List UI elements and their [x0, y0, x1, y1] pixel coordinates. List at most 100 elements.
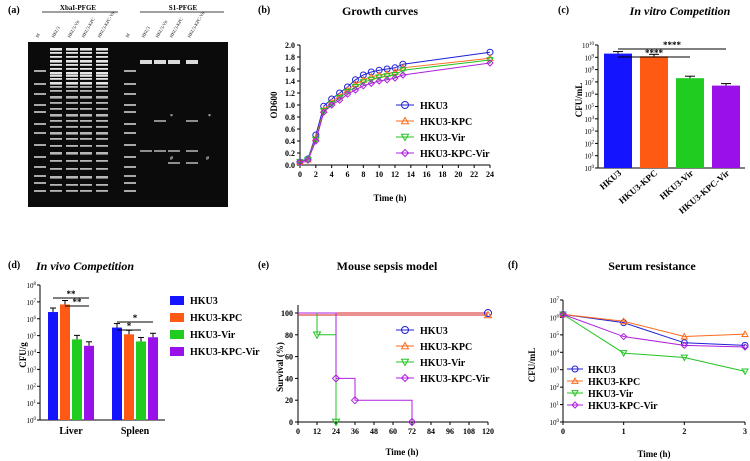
gel-band — [66, 138, 78, 140]
gel-band — [80, 108, 92, 110]
growth-legend-label: HKU3-KPC — [420, 117, 472, 128]
growth-legend-label: HKU3-KPC-Vir — [420, 149, 490, 160]
sepsis-series — [298, 309, 493, 427]
invitro-y-tick-label: 102 — [585, 140, 595, 148]
gel-band — [50, 108, 62, 110]
sepsis-x-tick-label: 60 — [389, 427, 397, 436]
gel-band — [96, 102, 108, 104]
gel-band — [80, 68, 92, 70]
gel-band — [80, 152, 92, 155]
gel-band — [96, 90, 108, 92]
gel-band-marks: * * # # — [170, 114, 211, 162]
growth-point — [375, 74, 384, 82]
invivo-bar — [148, 337, 158, 420]
invivo-y-tick-label: 102 — [27, 383, 37, 391]
invitro-ylabel: CFU/mL — [574, 83, 584, 118]
gel-band — [124, 93, 136, 95]
invitro-category-label: HKU3-KPC — [617, 168, 659, 206]
growth-x-tick-label: 2 — [314, 170, 318, 179]
growth-x-tick-label: 22 — [470, 170, 478, 179]
growth-y-tick-label: 0.6 — [285, 125, 295, 134]
serum-y-tick-label: 100 — [550, 419, 560, 427]
gel-band — [50, 48, 62, 51]
panel-d: (d) In vivo Competition 100 101 102 103 104 1… — [8, 259, 260, 437]
sepsis-y-tick-label: 0 — [289, 418, 293, 427]
serum-series-line — [562, 313, 746, 346]
growth-point — [399, 71, 407, 79]
gel-band — [66, 126, 78, 128]
growth-y-tick-label: 1.8 — [285, 53, 295, 62]
growth-point — [304, 156, 312, 164]
invitro-bar — [604, 53, 632, 168]
growth-x-tick-label: 12 — [391, 170, 399, 179]
serum-x-tick-label: 0 — [561, 427, 565, 436]
invitro-sig-label: **** — [645, 48, 664, 58]
sepsis-series-line — [298, 312, 413, 422]
sepsis-point — [483, 310, 493, 319]
invivo-y-tick-label: 104 — [27, 350, 37, 358]
gel-band — [96, 176, 108, 179]
gel-band — [50, 56, 62, 58]
growth-x-tick-label: 0 — [298, 170, 302, 179]
gel-band — [96, 190, 108, 192]
serum-legend-marker — [571, 401, 579, 409]
gel-band — [140, 150, 152, 152]
serum-series — [559, 310, 749, 376]
sepsis-y-tick-label: 100 — [281, 309, 293, 318]
invivo-legend-swatch — [170, 296, 184, 305]
gel-band — [50, 82, 62, 85]
gel-band — [50, 120, 62, 122]
gel-band — [96, 75, 108, 77]
gel-marker-label: 398kb — [18, 92, 27, 96]
gel-band — [80, 48, 92, 51]
gel-band — [50, 90, 62, 92]
gel-band-mark: * — [170, 114, 173, 120]
growth-y-tick-label: 1.0 — [285, 101, 295, 110]
gel-lane-label: M — [125, 33, 131, 39]
sepsis-legend: HKU3 HKU3-KPC HKU3-Vir HKU3-KPC-Vir — [396, 326, 490, 385]
serum-y-tick-label: 107 — [550, 297, 560, 305]
gel-marker-label: 104kb — [18, 165, 27, 169]
gel-band — [50, 86, 62, 88]
gel-band — [80, 145, 92, 147]
invivo-y-tick-label: 105 — [27, 333, 37, 341]
gel-marker-label: 310kb — [18, 110, 27, 114]
gel-band — [80, 126, 92, 128]
gel-band — [66, 90, 78, 92]
invitro-y-tick-label: 108 — [585, 67, 595, 75]
serum-legend-label: HKU3-Vir — [588, 389, 634, 400]
invivo-y-tick-label: 107 — [27, 299, 37, 307]
gel-band — [96, 145, 108, 147]
sepsis-legend-marker — [401, 326, 409, 334]
growth-series-line — [299, 57, 491, 163]
gel-band — [80, 75, 92, 77]
invivo-ylabel: CFU/g — [18, 342, 28, 368]
growth-point — [359, 71, 367, 79]
gel-band — [66, 75, 78, 77]
gel-band — [66, 145, 78, 147]
gel-band — [34, 190, 46, 192]
serum-point — [680, 341, 689, 350]
serum-point — [619, 332, 628, 341]
gel-bands — [34, 48, 198, 192]
invivo-title: In vivo Competition — [35, 259, 134, 273]
gel-band — [66, 152, 78, 155]
serum-y-tick-label: 101 — [550, 402, 560, 410]
panel-d-label: (d) — [8, 260, 20, 271]
sepsis-y-tick-label: 60 — [285, 353, 293, 362]
sepsis-y-tick-label: 80 — [285, 331, 293, 340]
gel-marker-label: 216kb — [18, 131, 27, 135]
invitro-y-tick-label: 103 — [585, 128, 595, 136]
growth-point — [296, 158, 304, 166]
invitro-category-label: HKU3 — [598, 168, 624, 192]
gel-lane-label: HKU3 — [51, 25, 62, 39]
growth-point — [351, 84, 360, 92]
invitro-bar — [676, 78, 704, 168]
gel-band — [168, 150, 180, 152]
growth-x-tick-label: 24 — [486, 170, 494, 179]
gel-band — [96, 56, 108, 58]
invivo-category-label: Spleen — [121, 426, 150, 437]
serum-x-tick-label: 1 — [622, 427, 626, 436]
